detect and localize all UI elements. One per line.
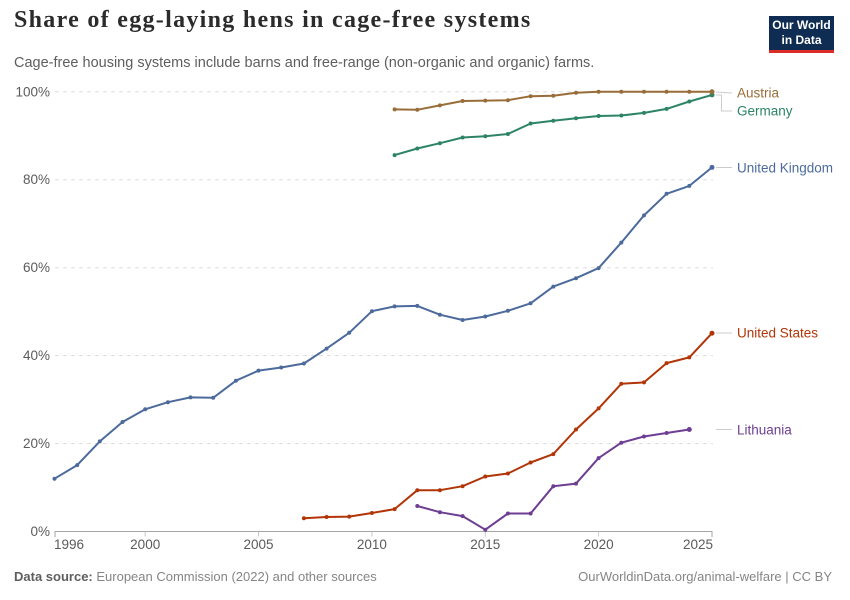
svg-text:40%: 40% (23, 348, 50, 363)
svg-text:2010: 2010 (357, 537, 387, 552)
svg-text:2020: 2020 (584, 537, 614, 552)
svg-text:Austria: Austria (737, 86, 780, 101)
svg-text:2015: 2015 (470, 537, 500, 552)
svg-text:80%: 80% (23, 172, 50, 187)
svg-text:20%: 20% (23, 436, 50, 451)
svg-text:Germany: Germany (737, 104, 793, 119)
svg-text:United States: United States (737, 326, 818, 341)
svg-text:Lithuania: Lithuania (737, 423, 792, 438)
svg-text:0%: 0% (30, 524, 50, 539)
svg-text:United Kingdom: United Kingdom (737, 161, 833, 176)
svg-text:1996: 1996 (54, 537, 84, 552)
svg-text:2025: 2025 (683, 537, 713, 552)
svg-text:2000: 2000 (130, 537, 160, 552)
svg-text:2005: 2005 (243, 537, 273, 552)
svg-text:100%: 100% (15, 84, 50, 99)
svg-text:60%: 60% (23, 260, 50, 275)
